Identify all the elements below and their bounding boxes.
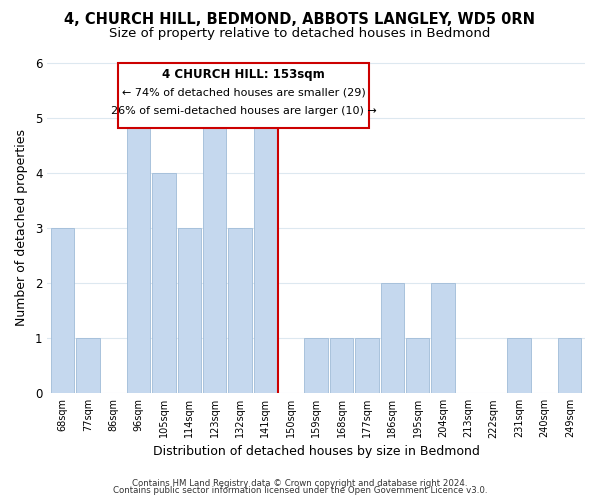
Text: 26% of semi-detached houses are larger (10) →: 26% of semi-detached houses are larger (… [111, 106, 377, 116]
Bar [178, 228, 201, 393]
Bar [229, 228, 252, 393]
Text: 4 CHURCH HILL: 153sqm: 4 CHURCH HILL: 153sqm [163, 68, 325, 81]
Y-axis label: Number of detached properties: Number of detached properties [15, 130, 28, 326]
Bar [254, 118, 277, 393]
Bar [304, 338, 328, 393]
Bar [406, 338, 429, 393]
Bar [51, 228, 74, 393]
Text: Size of property relative to detached houses in Bedmond: Size of property relative to detached ho… [109, 28, 491, 40]
Text: Contains HM Land Registry data © Crown copyright and database right 2024.: Contains HM Land Registry data © Crown c… [132, 478, 468, 488]
Text: ← 74% of detached houses are smaller (29): ← 74% of detached houses are smaller (29… [122, 88, 366, 98]
Bar [431, 283, 455, 393]
Bar [380, 283, 404, 393]
Bar [330, 338, 353, 393]
Bar [76, 338, 100, 393]
Text: Contains public sector information licensed under the Open Government Licence v3: Contains public sector information licen… [113, 486, 487, 495]
X-axis label: Distribution of detached houses by size in Bedmond: Distribution of detached houses by size … [153, 444, 479, 458]
FancyBboxPatch shape [118, 62, 370, 128]
Bar [558, 338, 581, 393]
Bar [152, 172, 176, 393]
Bar [508, 338, 531, 393]
Bar [127, 118, 150, 393]
Text: 4, CHURCH HILL, BEDMOND, ABBOTS LANGLEY, WD5 0RN: 4, CHURCH HILL, BEDMOND, ABBOTS LANGLEY,… [65, 12, 536, 28]
Bar [355, 338, 379, 393]
Bar [203, 118, 226, 393]
